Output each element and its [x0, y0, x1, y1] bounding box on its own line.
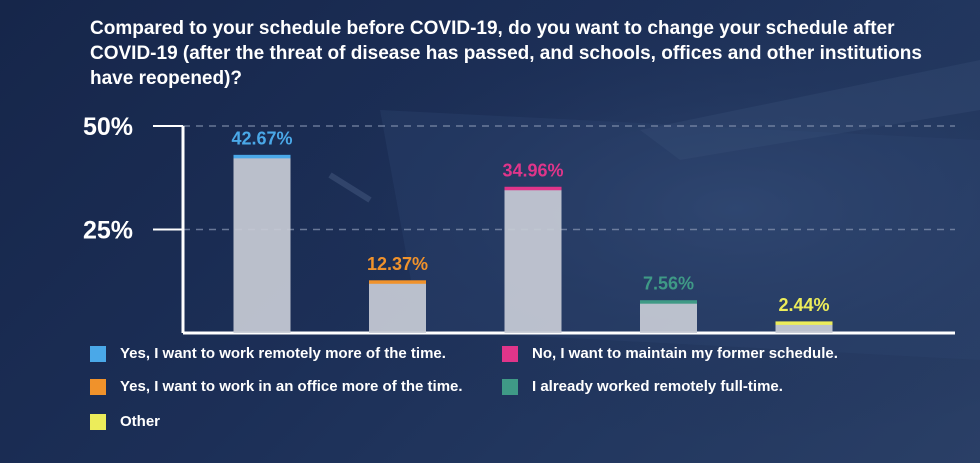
y-tick-label-25: 25% — [83, 217, 133, 245]
bar-cap-2 — [504, 186, 562, 191]
legend-item-former-schedule: No, I want to maintain my former schedul… — [502, 345, 838, 362]
legend-swatch-remote — [90, 345, 106, 362]
data-label-1: 12.37% — [367, 254, 428, 274]
data-label-3: 7.56% — [643, 274, 694, 294]
y-tick-label-50: 50% — [83, 113, 133, 141]
legend-label-office: Yes, I want to work in an office more of… — [120, 378, 463, 395]
legend-item-remote: Yes, I want to work remotely more of the… — [90, 345, 446, 362]
bar-0 — [233, 156, 291, 333]
chart-legend: Yes, I want to work remotely more of the… — [90, 345, 950, 455]
data-label-0: 42.67% — [231, 128, 292, 148]
legend-label-already-remote: I already worked remotely full-time. — [532, 378, 783, 395]
bar-4 — [775, 322, 833, 333]
chart-title: Compared to your schedule before COVID-1… — [90, 18, 922, 89]
legend-swatch-office — [90, 378, 106, 395]
bar-3 — [640, 301, 697, 333]
bar-cap-1 — [369, 280, 426, 284]
bar-cap-0 — [233, 154, 291, 159]
bar-1 — [369, 281, 426, 333]
legend-label-other: Other — [120, 413, 161, 430]
legend-swatch-other — [90, 413, 106, 430]
legend-label-former-schedule: No, I want to maintain my former schedul… — [532, 345, 838, 362]
bar-cap-3 — [640, 300, 697, 304]
legend-swatch-already-remote — [502, 378, 518, 395]
data-label-2: 34.96% — [502, 160, 563, 180]
legend-item-already-remote: I already worked remotely full-time. — [502, 378, 783, 395]
legend-swatch-former-schedule — [502, 345, 518, 362]
legend-item-other: Other — [90, 413, 160, 430]
legend-item-office: Yes, I want to work in an office more of… — [90, 378, 463, 395]
bar-2 — [504, 188, 562, 333]
data-label-4: 2.44% — [778, 295, 829, 315]
bar-cap-4 — [775, 321, 833, 325]
legend-label-remote: Yes, I want to work remotely more of the… — [120, 345, 446, 362]
